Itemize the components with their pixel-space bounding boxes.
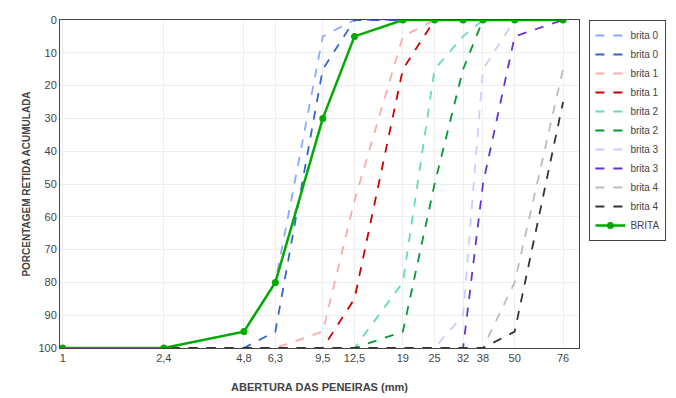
svg-text:38: 38 xyxy=(477,352,489,364)
svg-text:4,8: 4,8 xyxy=(236,352,251,364)
svg-text:ABERTURA DAS PENEIRAS (mm): ABERTURA DAS PENEIRAS (mm) xyxy=(231,381,408,393)
svg-text:2,4: 2,4 xyxy=(156,352,171,364)
svg-text:100: 100 xyxy=(38,342,56,354)
svg-text:76: 76 xyxy=(557,352,569,364)
svg-text:50: 50 xyxy=(45,178,57,190)
svg-text:brita 0: brita 0 xyxy=(630,49,658,60)
svg-text:brita 3: brita 3 xyxy=(630,144,658,155)
svg-text:brita 3: brita 3 xyxy=(630,163,658,174)
svg-text:20: 20 xyxy=(45,79,57,91)
svg-text:brita 1: brita 1 xyxy=(630,87,658,98)
svg-text:6,3: 6,3 xyxy=(268,352,283,364)
svg-text:40: 40 xyxy=(45,145,57,157)
svg-text:0: 0 xyxy=(51,14,57,26)
svg-text:10: 10 xyxy=(45,47,57,59)
svg-text:90: 90 xyxy=(45,309,57,321)
svg-text:1: 1 xyxy=(60,352,66,364)
svg-text:brita 4: brita 4 xyxy=(630,182,658,193)
svg-text:brita 4: brita 4 xyxy=(630,201,658,212)
svg-text:brita 0: brita 0 xyxy=(630,30,658,41)
svg-text:brita 2: brita 2 xyxy=(630,125,658,136)
svg-text:30: 30 xyxy=(45,112,57,124)
svg-text:BRITA: BRITA xyxy=(630,220,659,231)
svg-text:19: 19 xyxy=(397,352,409,364)
svg-text:80: 80 xyxy=(45,276,57,288)
svg-text:25: 25 xyxy=(428,352,440,364)
svg-text:PORCENTAGEM RETIDA ACUMULADA: PORCENTAGEM RETIDA ACUMULADA xyxy=(21,91,32,276)
svg-text:60: 60 xyxy=(45,211,57,223)
svg-text:70: 70 xyxy=(45,243,57,255)
svg-text:brita 2: brita 2 xyxy=(630,106,658,117)
svg-text:50: 50 xyxy=(509,352,521,364)
svg-text:9,5: 9,5 xyxy=(315,352,330,364)
svg-text:32: 32 xyxy=(457,352,469,364)
svg-text:12,5: 12,5 xyxy=(344,352,365,364)
svg-text:brita 1: brita 1 xyxy=(630,68,658,79)
